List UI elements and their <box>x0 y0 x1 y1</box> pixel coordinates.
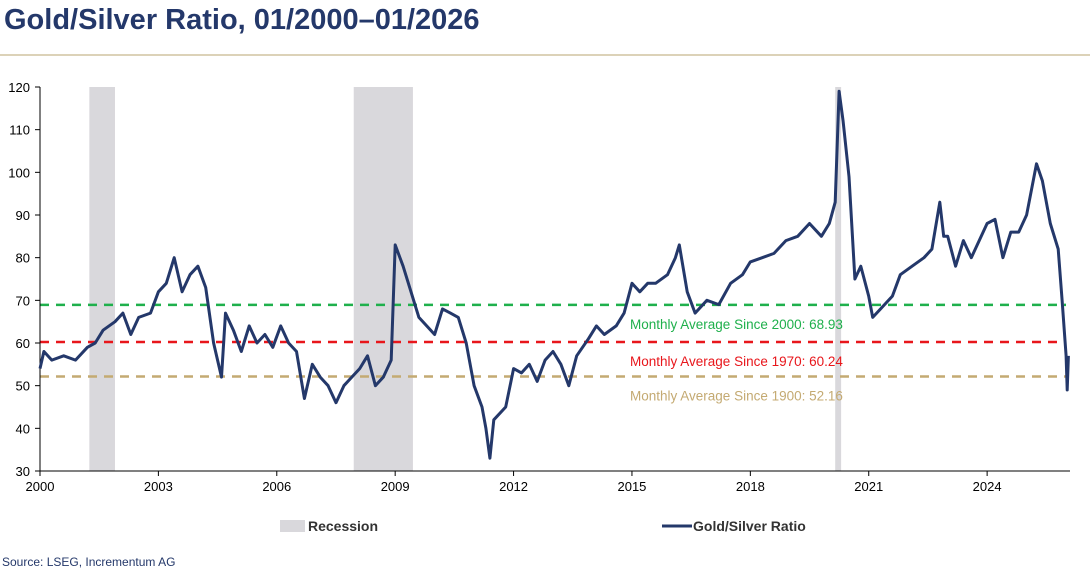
y-tick-label: 110 <box>9 123 30 138</box>
y-tick-label: 60 <box>16 336 30 351</box>
y-tick-label: 80 <box>16 251 30 266</box>
average-label: Monthly Average Since 2000: 68.93 <box>630 317 843 332</box>
y-tick-label: 30 <box>16 464 30 479</box>
title-divider <box>0 54 1090 56</box>
y-tick-label: 120 <box>8 80 30 95</box>
source-note: Source: LSEG, Incrementum AG <box>2 555 176 569</box>
y-tick-label: 40 <box>16 421 30 436</box>
y-tick-label: 70 <box>16 293 30 308</box>
recession-band <box>89 87 115 471</box>
x-tick-label: 2000 <box>26 479 55 494</box>
x-tick-label: 2015 <box>617 479 646 494</box>
x-tick-label: 2003 <box>144 479 173 494</box>
recession-band <box>835 87 842 471</box>
y-tick-label: 100 <box>8 165 30 180</box>
chart-title: Gold/Silver Ratio, 01/2000–01/2026 <box>4 4 480 36</box>
legend-series-label: Gold/Silver Ratio <box>693 518 806 534</box>
x-tick-label: 2006 <box>262 479 291 494</box>
y-tick-label: 90 <box>16 208 30 223</box>
average-label: Monthly Average Since 1970: 60.24 <box>630 354 843 369</box>
legend-recession-swatch <box>280 520 305 532</box>
legend-recession-label: Recession <box>308 518 378 534</box>
x-tick-label: 2021 <box>854 479 883 494</box>
x-tick-label: 2012 <box>499 479 528 494</box>
x-tick-label: 2009 <box>381 479 410 494</box>
gold-silver-ratio-line <box>38 89 1070 460</box>
recession-band <box>353 87 413 471</box>
average-label: Monthly Average Since 1900: 52.16 <box>630 388 843 403</box>
y-tick-label: 50 <box>16 379 30 394</box>
x-tick-label: 2018 <box>736 479 765 494</box>
x-tick-label: 2024 <box>973 479 1002 494</box>
